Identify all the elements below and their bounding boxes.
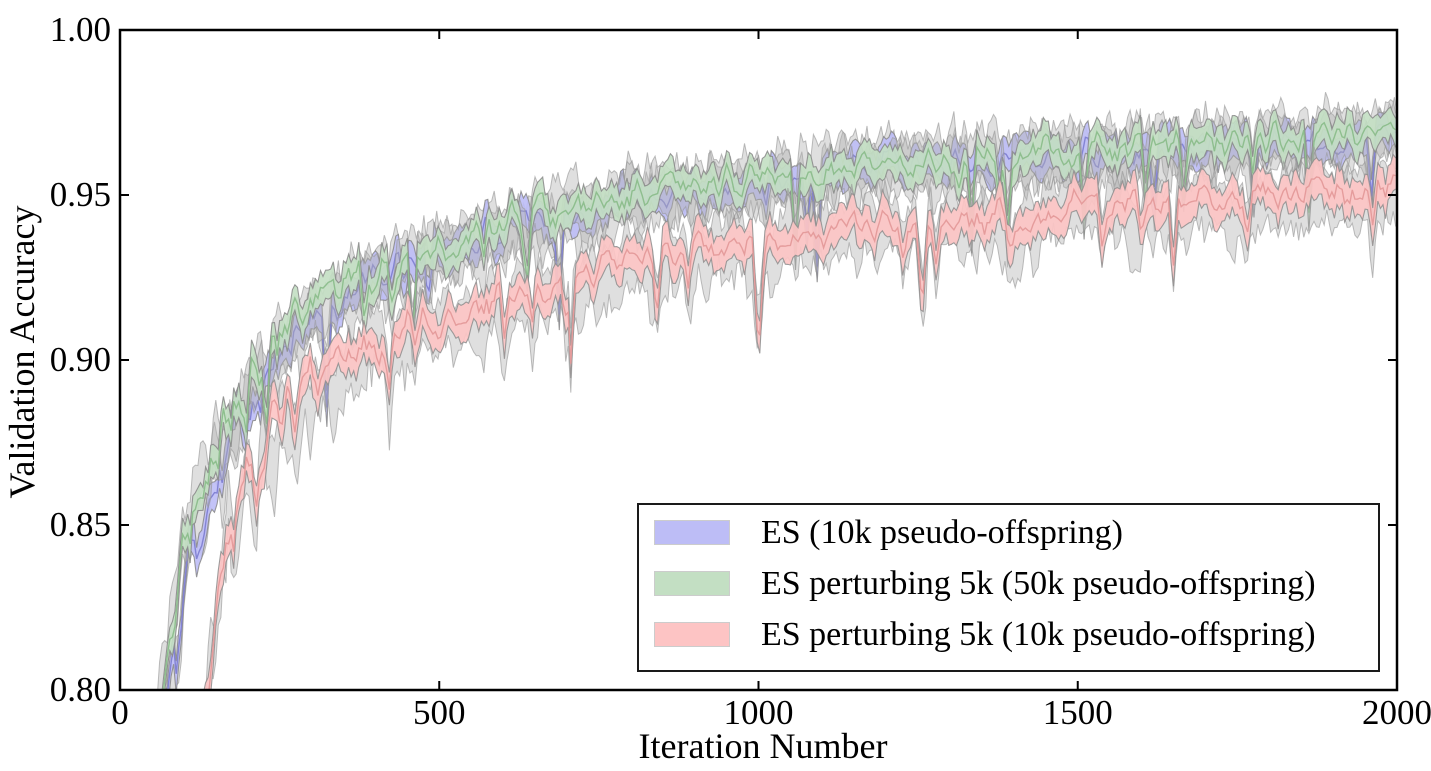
x-tick-label-1500: 1500 [1042,693,1113,732]
x-tick-label-1000: 1000 [723,693,794,732]
legend-label: ES (10k pseudo-offspring) [761,513,1123,551]
plot-area [157,92,1397,690]
x-tick-label-0: 0 [111,693,129,732]
legend-swatch [654,571,730,596]
y-tick-label-0.80: 0.80 [49,670,111,709]
legend-item: ES (10k pseudo-offspring) [654,515,1123,549]
y-tick-label-0.85: 0.85 [49,505,111,544]
legend-swatch [654,520,730,545]
legend-label: ES perturbing 5k (50k pseudo-offspring) [761,564,1316,602]
legend: ES (10k pseudo-offspring) ES perturbing 5… [637,503,1380,672]
y-tick-label-0.95: 0.95 [49,175,111,214]
x-tick-label-2000: 2000 [1362,693,1431,732]
legend-label: ES perturbing 5k (10k pseudo-offspring) [761,615,1316,653]
axes-frame [118,28,1399,692]
y-axis-label: Validation Accuracy [2,205,42,499]
y-tick-label-1.00: 1.00 [49,10,111,49]
x-tick-label-500: 500 [413,693,466,732]
y-tick-label-0.90: 0.90 [49,340,111,379]
legend-item: ES perturbing 5k (50k pseudo-offspring) [654,566,1316,600]
legend-swatch [654,622,730,647]
x-axis-label: Iteration Number [638,726,888,766]
legend-item: ES perturbing 5k (10k pseudo-offspring) [654,617,1316,651]
